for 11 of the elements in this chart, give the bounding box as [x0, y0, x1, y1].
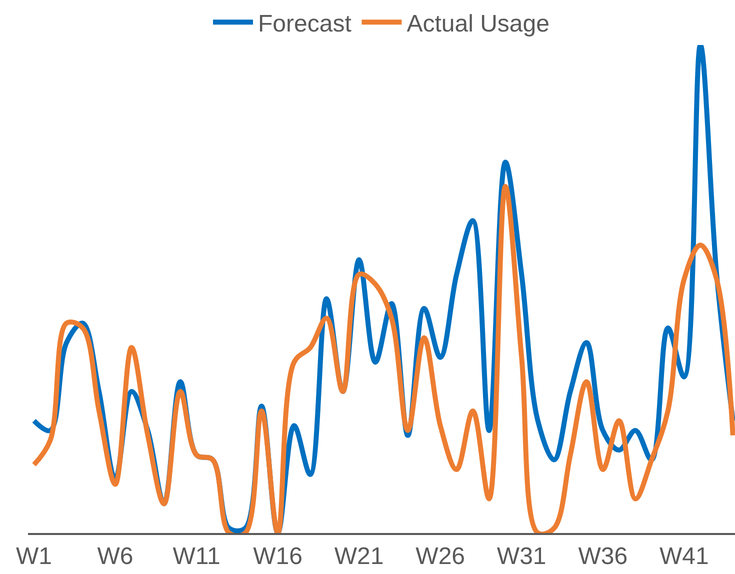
x-tick-label: W36 — [578, 542, 628, 570]
x-tick-label: W11 — [172, 542, 220, 570]
legend-label: Actual Usage — [406, 10, 550, 38]
x-tick-label: W21 — [334, 542, 384, 570]
x-tick-label: W41 — [659, 542, 709, 570]
x-tick-label: W6 — [97, 542, 134, 570]
x-tick-label: W16 — [253, 542, 302, 570]
x-tick-label: W1 — [16, 542, 52, 570]
x-tick-label: W31 — [496, 542, 546, 570]
legend-label: Forecast — [258, 10, 352, 38]
x-tick-label: W26 — [416, 542, 466, 570]
